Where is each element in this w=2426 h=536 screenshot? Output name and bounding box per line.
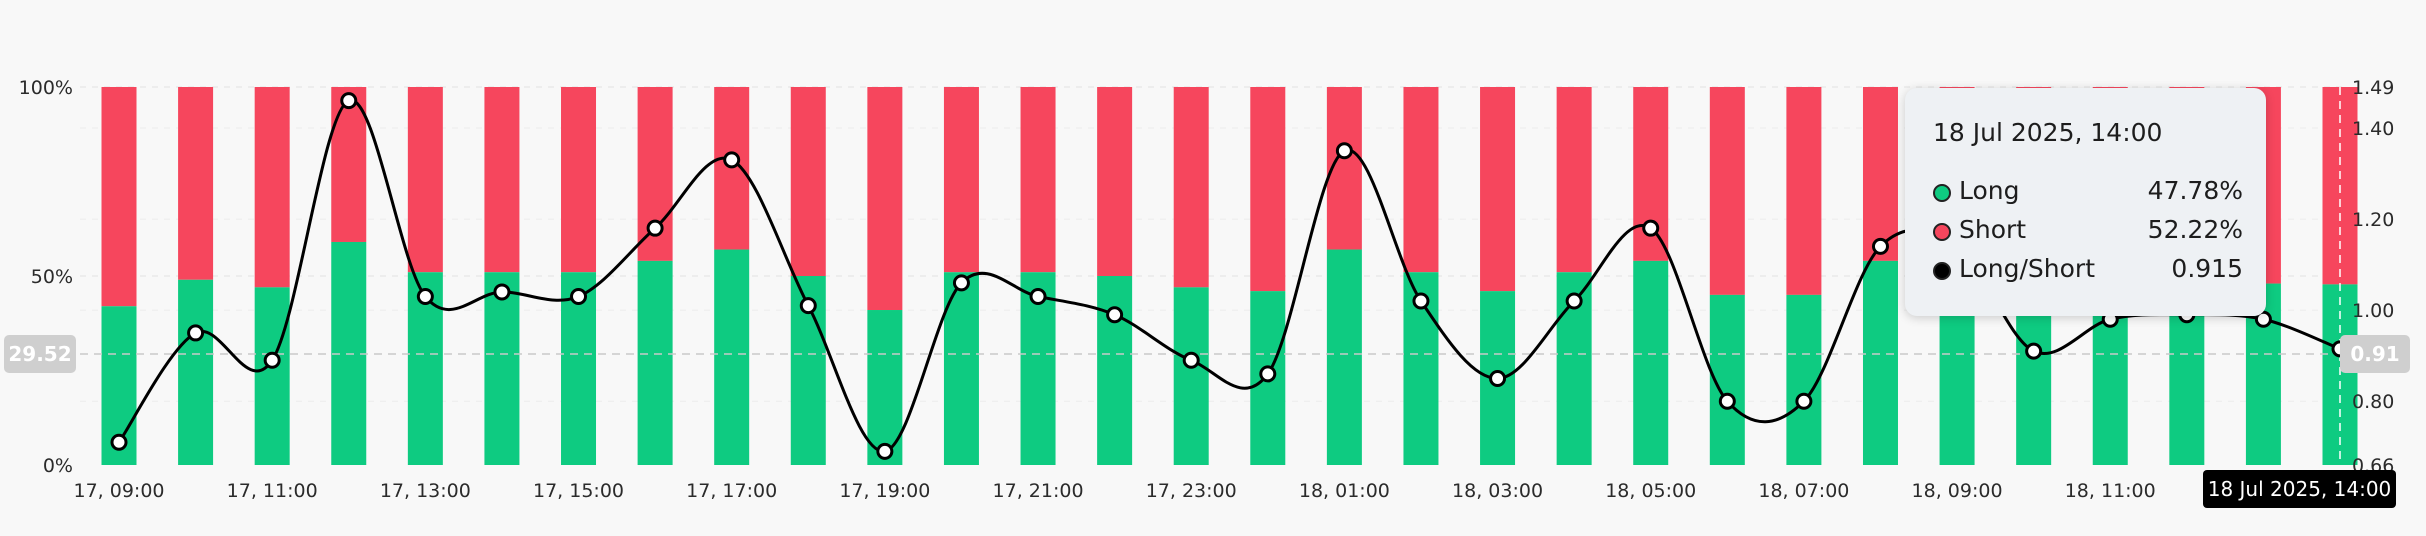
ratio-dot-icon <box>1933 262 1951 280</box>
ratio-point <box>570 287 588 305</box>
bar-short <box>1709 87 1745 295</box>
tooltip-label: Short <box>1959 215 2027 244</box>
tooltip-row-ratio: Long/Short 0.915 <box>1933 254 2243 288</box>
bar-long <box>1862 260 1898 465</box>
short-dot-icon <box>1933 223 1951 241</box>
bar-long <box>1173 287 1209 465</box>
ratio-point <box>1182 351 1200 369</box>
crosshair-left-value: 29.52 <box>4 335 76 373</box>
bar-short <box>1250 87 1286 292</box>
bar-short <box>943 87 979 273</box>
ratio-point <box>1871 237 1889 255</box>
x-tick-label: 17, 11:00 <box>227 480 318 502</box>
bar-long <box>1786 294 1822 465</box>
ratio-point <box>1565 292 1583 310</box>
bar-short <box>1403 87 1439 273</box>
x-tick-label: 17, 17:00 <box>686 480 777 502</box>
x-tick-label: 18, 09:00 <box>1912 480 2003 502</box>
x-tick-label: 18, 07:00 <box>1758 480 1849 502</box>
ratio-point <box>646 219 664 237</box>
crosshair-x-label: 18 Jul 2025, 14:00 <box>2203 470 2396 508</box>
tooltip-label: Long/Short <box>1959 254 2096 283</box>
bar-short <box>790 87 826 276</box>
ratio-point <box>1489 369 1507 387</box>
y-right-tick-label: 1.00 <box>2352 300 2394 322</box>
ratio-point <box>1718 392 1736 410</box>
x-tick-label: 17, 09:00 <box>73 480 164 502</box>
bar-long <box>484 272 520 465</box>
bar-short <box>1786 87 1822 295</box>
y-right-tick-label: 1.20 <box>2352 209 2394 231</box>
ratio-point <box>263 351 281 369</box>
ratio-point <box>799 297 817 315</box>
ratio-point <box>416 287 434 305</box>
y-left-tick-label: 100% <box>19 77 73 99</box>
ratio-point <box>1106 306 1124 324</box>
ratio-point <box>876 442 894 460</box>
ratio-point <box>723 151 741 169</box>
ratio-point <box>1029 287 1047 305</box>
tooltip-row-short: Short 52.22% <box>1933 215 2243 249</box>
ratio-point <box>1412 292 1430 310</box>
long-dot-icon <box>1933 184 1951 202</box>
bar-short <box>1480 87 1516 292</box>
y-left-tick-label: 0% <box>43 455 73 477</box>
ratio-point <box>1335 142 1353 160</box>
tooltip-title: 18 Jul 2025, 14:00 <box>1933 118 2163 147</box>
bar-long <box>254 287 290 465</box>
bar-long <box>1633 260 1669 465</box>
x-tick-label: 17, 19:00 <box>839 480 930 502</box>
bar-long <box>714 249 750 465</box>
bar-short <box>1173 87 1209 288</box>
y-left-tick-label: 50% <box>31 266 73 288</box>
y-right-tick-label: 1.40 <box>2352 118 2394 140</box>
ratio-point <box>1259 365 1277 383</box>
bar-short <box>1862 87 1898 261</box>
ratio-point <box>952 274 970 292</box>
bar-long <box>1326 249 1362 465</box>
bar-short <box>867 87 903 311</box>
crosshair-right-value: 0.91 <box>2340 335 2410 373</box>
x-tick-label: 18, 11:00 <box>2065 480 2156 502</box>
bar-long <box>1097 276 1133 465</box>
bar-short <box>1097 87 1133 276</box>
ratio-point <box>340 92 358 110</box>
bar-short <box>178 87 214 280</box>
y-right-tick-label: 1.49 <box>2352 77 2394 99</box>
x-tick-label: 18, 05:00 <box>1605 480 1696 502</box>
tooltip: 18 Jul 2025, 14:00 Long 47.78% Short 52.… <box>1905 88 2266 316</box>
x-tick-label: 18, 01:00 <box>1299 480 1390 502</box>
bar-short <box>561 87 597 273</box>
bar-short <box>254 87 290 288</box>
ratio-point <box>110 433 128 451</box>
x-tick-label: 18, 03:00 <box>1452 480 1543 502</box>
ratio-point <box>2254 310 2272 328</box>
bar-short <box>101 87 137 307</box>
bar-short <box>1556 87 1592 273</box>
ratio-point <box>1642 219 1660 237</box>
tooltip-value: 0.915 <box>2171 254 2243 283</box>
ratio-point <box>187 324 205 342</box>
bar-long <box>178 279 214 465</box>
bar-short <box>1020 87 1056 273</box>
x-tick-label: 17, 21:00 <box>993 480 1084 502</box>
x-tick-label: 17, 23:00 <box>1146 480 1237 502</box>
tooltip-value: 52.22% <box>2147 215 2243 244</box>
ratio-point <box>2025 342 2043 360</box>
tooltip-row-long: Long 47.78% <box>1933 176 2243 210</box>
bar-short <box>407 87 443 273</box>
bar-long <box>637 260 673 465</box>
ratio-point <box>1795 392 1813 410</box>
x-tick-label: 17, 15:00 <box>533 480 624 502</box>
tooltip-label: Long <box>1959 176 2020 205</box>
bar-short <box>484 87 520 273</box>
bar-short <box>331 87 367 242</box>
y-right-tick-label: 0.80 <box>2352 391 2394 413</box>
x-tick-label: 17, 13:00 <box>380 480 471 502</box>
tooltip-value: 47.78% <box>2147 176 2243 205</box>
ratio-point <box>493 283 511 301</box>
